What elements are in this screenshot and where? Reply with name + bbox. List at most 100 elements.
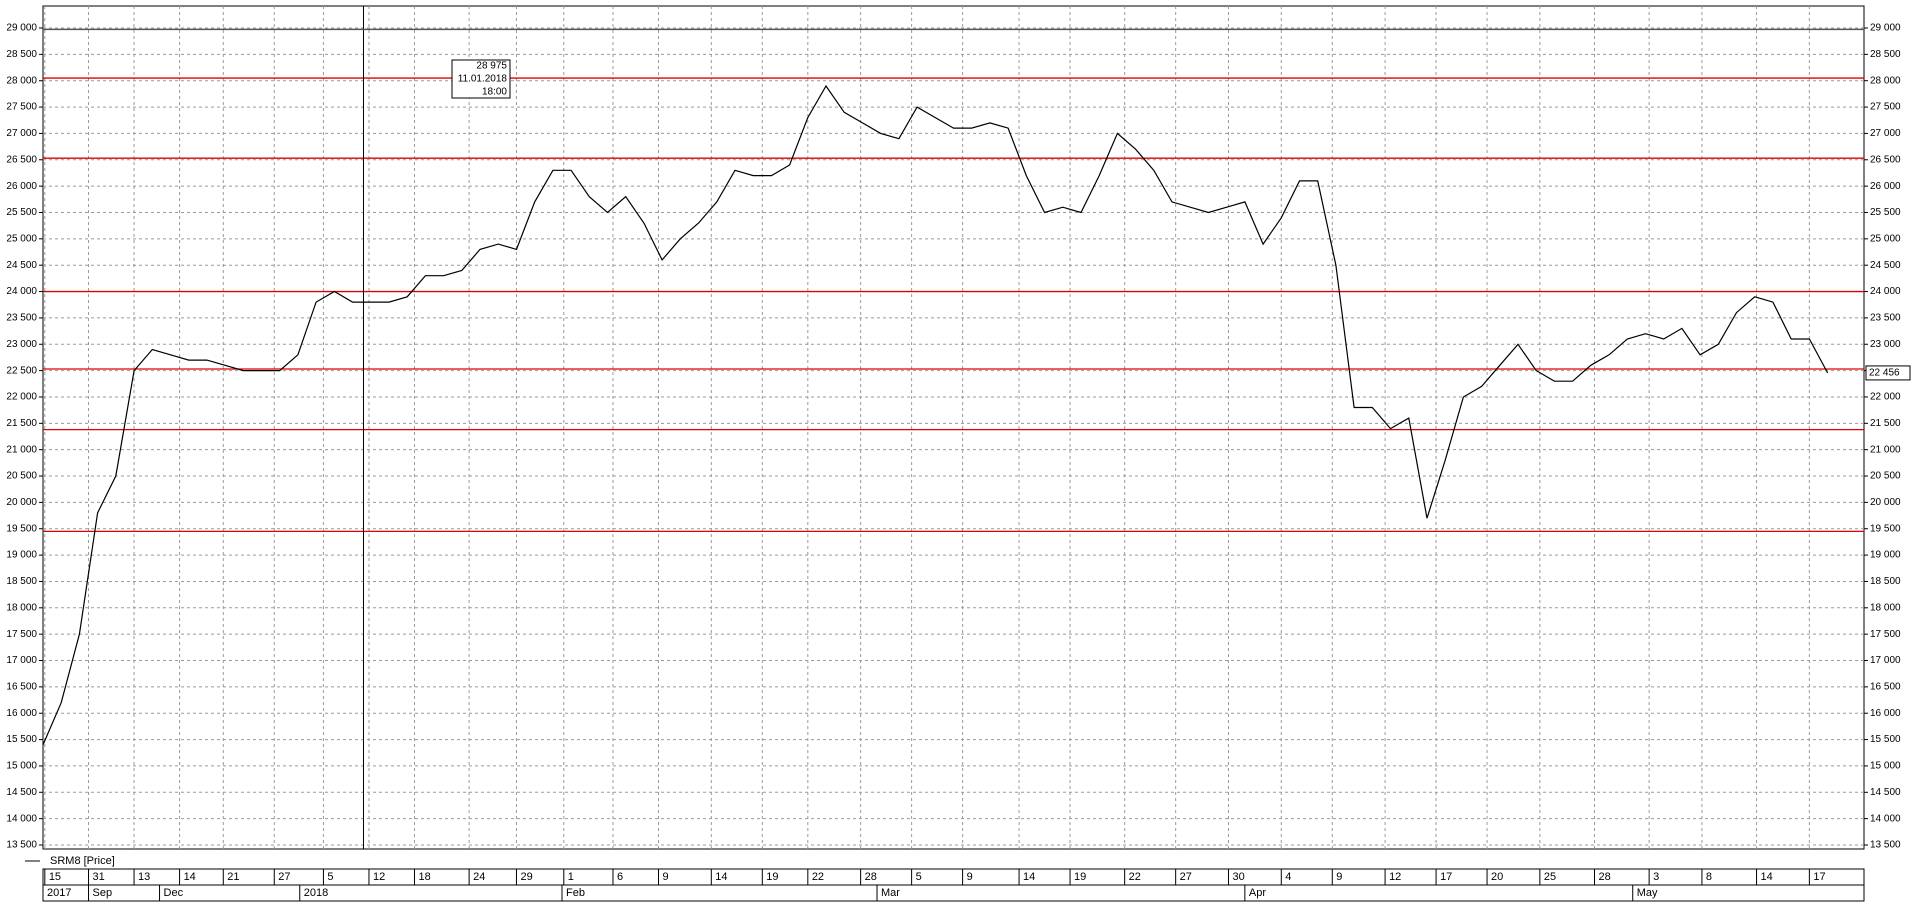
y-tick-label: 23 500 xyxy=(1870,313,1901,324)
x-tick-label: 27 xyxy=(1180,871,1192,883)
month-label: May xyxy=(1637,887,1658,899)
x-tick-label: 29 xyxy=(520,871,532,883)
y-tick-label: 25 500 xyxy=(1870,207,1901,218)
y-tick-label: 26 000 xyxy=(1870,181,1901,192)
x-tick-label: 25 xyxy=(1544,871,1556,883)
y-tick-label: 22 500 xyxy=(6,365,37,376)
y-tick-label: 15 500 xyxy=(6,734,37,745)
y-tick-label: 24 500 xyxy=(1870,260,1901,271)
x-tick-label: 28 xyxy=(1598,871,1610,883)
y-tick-label: 28 500 xyxy=(6,49,37,60)
x-tick-label: 30 xyxy=(1232,871,1244,883)
y-tick-label: 18 500 xyxy=(1870,576,1901,587)
y-tick-label: 25 000 xyxy=(1870,233,1901,244)
y-tick-label: 21 500 xyxy=(6,418,37,429)
y-tick-label: 28 000 xyxy=(6,75,37,86)
y-tick-label: 16 000 xyxy=(6,708,37,719)
y-tick-label: 19 500 xyxy=(6,523,37,534)
y-tick-label: 22 000 xyxy=(1870,392,1901,403)
x-tick-label: 14 xyxy=(184,871,196,883)
y-tick-label: 28 500 xyxy=(1870,49,1901,60)
x-tick-label: 22 xyxy=(812,871,824,883)
x-tick-label: 9 xyxy=(1336,871,1342,883)
y-tick-label: 27 500 xyxy=(6,102,37,113)
y-tick-label: 29 000 xyxy=(1870,23,1901,34)
y-tick-label: 29 000 xyxy=(6,23,37,34)
x-tick-label: 14 xyxy=(715,871,727,883)
x-tick-label: 4 xyxy=(1285,871,1291,883)
y-tick-label: 13 500 xyxy=(6,840,37,851)
y-tick-label: 17 000 xyxy=(1870,655,1901,666)
x-tick-label: 6 xyxy=(617,871,623,883)
x-tick-label: 1 xyxy=(568,871,574,883)
x-tick-label: 14 xyxy=(1023,871,1035,883)
month-label: Apr xyxy=(1249,887,1266,899)
x-tick-label: 5 xyxy=(916,871,922,883)
last-price-box xyxy=(1865,365,1911,381)
x-tick-label: 28 xyxy=(865,871,877,883)
y-tick-label: 14 000 xyxy=(6,813,37,824)
y-tick-label: 16 500 xyxy=(6,682,37,693)
y-tick-label: 21 500 xyxy=(1870,418,1901,429)
y-tick-label: 25 000 xyxy=(6,233,37,244)
y-tick-label: 28 000 xyxy=(1870,75,1901,86)
y-tick-label: 26 500 xyxy=(6,154,37,165)
x-tick-label: 13 xyxy=(138,871,150,883)
month-label: Feb xyxy=(566,887,585,899)
y-tick-label: 18 000 xyxy=(1870,602,1901,613)
x-tick-label: 14 xyxy=(1761,871,1773,883)
cursor-time: 18:00 xyxy=(482,87,507,98)
x-tick-label: 31 xyxy=(93,871,105,883)
x-tick-label: 19 xyxy=(1074,871,1086,883)
y-tick-label: 24 500 xyxy=(6,260,37,271)
x-tick-label: 24 xyxy=(473,871,485,883)
y-tick-label: 23 500 xyxy=(6,313,37,324)
y-tick-label: 20 000 xyxy=(6,497,37,508)
x-tick-label: 18 xyxy=(418,871,430,883)
y-tick-label: 14 500 xyxy=(6,787,37,798)
y-tick-label: 21 000 xyxy=(6,444,37,455)
y-tick-label: 26 500 xyxy=(1870,154,1901,165)
month-label: Dec xyxy=(164,887,184,899)
x-tick-label: 27 xyxy=(278,871,290,883)
y-tick-label: 21 000 xyxy=(1870,444,1901,455)
y-tick-label: 20 000 xyxy=(1870,497,1901,508)
x-tick-label: 19 xyxy=(766,871,778,883)
month-label: Mar xyxy=(881,887,900,899)
y-tick-label: 17 500 xyxy=(1870,629,1901,640)
y-tick-label: 13 500 xyxy=(1870,840,1901,851)
month-label: Sep xyxy=(93,887,113,899)
y-tick-label: 25 500 xyxy=(6,207,37,218)
y-tick-label: 16 500 xyxy=(1870,682,1901,693)
y-tick-label: 20 500 xyxy=(6,471,37,482)
y-tick-label: 27 000 xyxy=(6,128,37,139)
y-tick-label: 24 000 xyxy=(6,286,37,297)
legend-label: SRM8 [Price] xyxy=(50,855,115,867)
price-line xyxy=(42,84,1829,746)
y-tick-label: 22 000 xyxy=(6,392,37,403)
x-tick-label: 9 xyxy=(967,871,973,883)
y-tick-label: 15 000 xyxy=(1870,761,1901,772)
y-tick-label: 19 000 xyxy=(6,550,37,561)
y-tick-label: 19 000 xyxy=(1870,550,1901,561)
y-tick-label: 17 000 xyxy=(6,655,37,666)
x-tick-label: 15 xyxy=(49,871,61,883)
x-tick-label: 9 xyxy=(662,871,668,883)
month-label: 2017 xyxy=(47,887,71,899)
y-tick-label: 26 000 xyxy=(6,181,37,192)
y-tick-label: 18 500 xyxy=(6,576,37,587)
y-tick-label: 15 500 xyxy=(1870,734,1901,745)
y-tick-label: 27 500 xyxy=(1870,102,1901,113)
y-tick-label: 19 500 xyxy=(1870,523,1901,534)
x-tick-label: 8 xyxy=(1706,871,1712,883)
x-tick-label: 5 xyxy=(327,871,333,883)
y-tick-label: 23 000 xyxy=(6,339,37,350)
y-tick-label: 16 000 xyxy=(1870,708,1901,719)
x-tick-label: 20 xyxy=(1491,871,1503,883)
x-tick-label: 17 xyxy=(1813,871,1825,883)
x-tick-label: 3 xyxy=(1653,871,1659,883)
y-tick-label: 23 000 xyxy=(1870,339,1901,350)
y-tick-label: 14 000 xyxy=(1870,813,1901,824)
x-tick-label: 12 xyxy=(1389,871,1401,883)
